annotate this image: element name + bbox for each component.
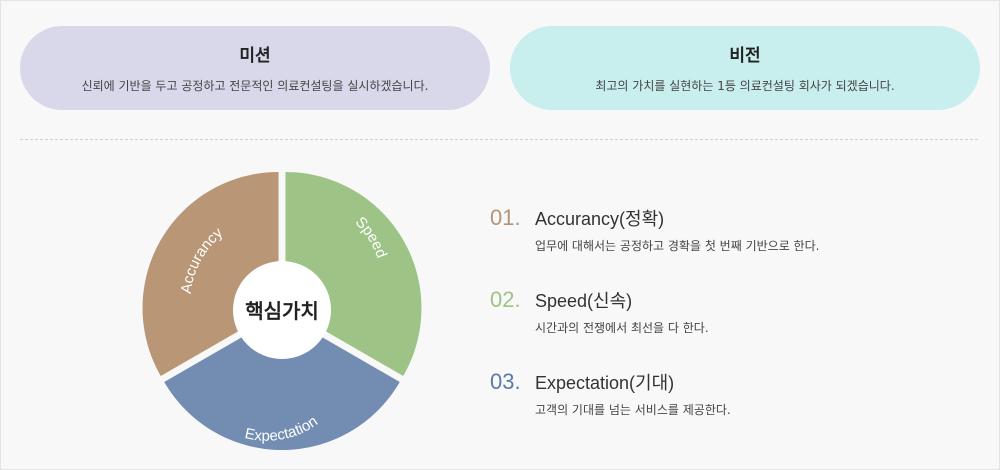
core-values-list: 01. Accurancy(정확) 업무에 대해서는 공정하고 경확을 첫 번째… xyxy=(490,205,970,451)
pie-segment-expectation xyxy=(164,314,400,450)
value-description: 업무에 대해서는 공정하고 경확을 첫 번째 기반으로 한다. xyxy=(535,239,820,253)
mission-title: 미션 xyxy=(239,46,271,66)
value-description: 고객의 기대를 넘는 서비스를 제공한다. xyxy=(535,403,731,417)
core-values-pie: 핵심가치 Speed Expectation Accurancy xyxy=(142,172,422,450)
pie-center xyxy=(233,261,331,359)
value-number: 01. xyxy=(490,205,521,230)
value-title: Accurancy(정확) xyxy=(535,209,665,229)
value-title: Expectation(기대) xyxy=(535,373,675,393)
value-number: 03. xyxy=(490,369,521,394)
vision-description: 최고의 가치를 실현하는 1등 의료컨설팅 회사가 되겠습니다. xyxy=(595,79,895,93)
list-item: 03. Expectation(기대) 고객의 기대를 넘는 서비스를 제공한다… xyxy=(490,369,970,451)
value-description: 시간과의 전쟁에서 최선을 다 한다. xyxy=(535,321,709,335)
value-number: 02. xyxy=(490,287,521,312)
vision-card: 비전 최고의 가치를 실현하는 1등 의료컨설팅 회사가 되겠습니다. xyxy=(510,26,980,110)
mission-description: 신뢰에 기반을 두고 공정하고 전문적인 의료컨설팅을 실시하겠습니다. xyxy=(81,79,429,93)
list-item: 01. Accurancy(정확) 업무에 대해서는 공정하고 경확을 첫 번째… xyxy=(490,205,970,287)
pie-center-label: 핵심가치 xyxy=(245,299,319,323)
mission-card: 미션 신뢰에 기반을 두고 공정하고 전문적인 의료컨설팅을 실시하겠습니다. xyxy=(20,26,490,110)
dashed-divider xyxy=(20,139,978,140)
vision-title: 비전 xyxy=(729,46,761,66)
value-title: Speed(신속) xyxy=(535,291,633,311)
list-item: 02. Speed(신속) 시간과의 전쟁에서 최선을 다 한다. xyxy=(490,287,970,369)
